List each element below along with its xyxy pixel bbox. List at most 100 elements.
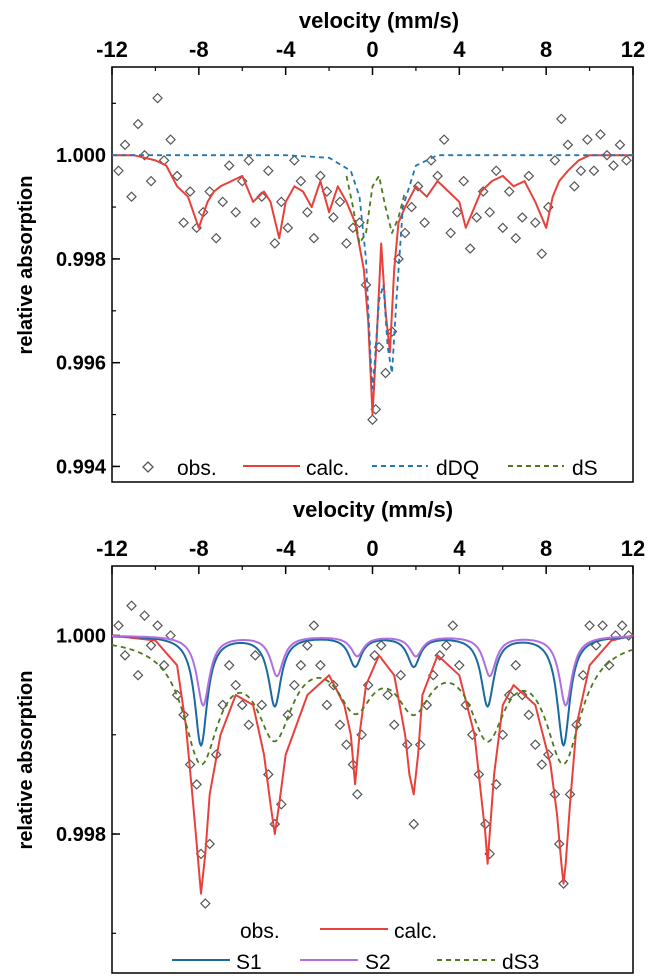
bot-obs-point bbox=[616, 620, 628, 631]
top-obs-point bbox=[126, 191, 137, 203]
top-obs-point bbox=[510, 232, 522, 244]
bot-obs-point bbox=[315, 659, 326, 671]
top-obs-point bbox=[171, 170, 183, 182]
top-obs-point bbox=[601, 149, 613, 161]
top-obs-point bbox=[289, 155, 300, 166]
bot-obs-point bbox=[171, 689, 183, 701]
top-obs-point bbox=[477, 186, 489, 197]
top-obs-point bbox=[282, 222, 294, 234]
bot-y-tick-label: 0.998 bbox=[56, 824, 106, 846]
bot-x-tick-label: 8 bbox=[540, 536, 552, 561]
top-obs-point bbox=[243, 155, 255, 166]
top-x-tick-label: 4 bbox=[453, 37, 466, 62]
bottom-legend: obs. calc. S1 S2 dS3 bbox=[172, 920, 539, 974]
top-obs-point bbox=[562, 139, 574, 151]
top-series-layer bbox=[112, 92, 633, 426]
bot-obs-point bbox=[414, 739, 426, 751]
bottom-ylabel: relative absorption bbox=[15, 671, 37, 850]
top-y-tick-label: 1.000 bbox=[56, 145, 106, 167]
bot-obs-point bbox=[577, 669, 589, 681]
top-obs-point bbox=[582, 134, 593, 145]
bot-obs-point bbox=[590, 640, 602, 651]
top-obs-point bbox=[308, 232, 320, 244]
bot-obs-point bbox=[434, 649, 446, 661]
top-obs-point bbox=[516, 212, 528, 223]
bot-obs-point bbox=[334, 719, 346, 731]
bot-obs-point bbox=[119, 649, 131, 661]
bot-obs-point bbox=[113, 620, 124, 631]
bot-obs-point bbox=[223, 659, 235, 671]
bot-obs-point bbox=[467, 729, 478, 741]
bot-obs-point bbox=[597, 620, 608, 631]
bot-obs-point bbox=[295, 659, 307, 671]
bot-obs-point bbox=[199, 898, 211, 909]
bot-x-tick-label: -8 bbox=[189, 536, 209, 561]
top-obs-point bbox=[412, 180, 424, 192]
top-x-tick-label: -12 bbox=[96, 37, 128, 62]
top-obs-point bbox=[386, 326, 398, 337]
top-obs-point bbox=[569, 180, 580, 192]
top-obs-point bbox=[471, 212, 483, 223]
top-obs-point bbox=[113, 165, 124, 177]
top-series-ds bbox=[345, 174, 406, 245]
top-obs-point bbox=[432, 170, 443, 182]
bot-obs-point bbox=[351, 788, 363, 800]
top-obs-point bbox=[549, 155, 561, 166]
top-panel: velocity (mm/s) -12 -8 -4 0 4 8 12 relative ab… bbox=[15, 8, 645, 483]
bot-obs-point bbox=[523, 709, 535, 721]
top-obs-point bbox=[341, 238, 352, 249]
bottom-tick-marks bbox=[111, 566, 634, 934]
top-obs-point bbox=[262, 165, 274, 177]
top-obs-point bbox=[178, 217, 189, 228]
bot-obs-point bbox=[584, 620, 595, 631]
top-obs-point bbox=[132, 118, 144, 130]
legend2-s1-label: S1 bbox=[236, 951, 262, 974]
bot-obs-point bbox=[328, 679, 339, 691]
top-obs-point bbox=[621, 155, 632, 166]
top-obs-point bbox=[217, 196, 229, 208]
bot-obs-point bbox=[230, 679, 242, 691]
top-obs-point bbox=[556, 113, 567, 125]
top-obs-point bbox=[249, 217, 261, 228]
bot-obs-point bbox=[516, 689, 528, 701]
bot-series-s2 bbox=[112, 635, 632, 707]
top-obs-point bbox=[399, 227, 411, 239]
top-obs-point bbox=[275, 196, 287, 208]
bot-series-ds3 bbox=[111, 644, 633, 766]
legend2-ds3-label: dS3 bbox=[502, 951, 539, 974]
bot-obs-point bbox=[243, 719, 255, 731]
top-obs-point bbox=[328, 212, 339, 223]
top-obs-point bbox=[152, 92, 163, 104]
bot-obs-point bbox=[440, 640, 452, 651]
bot-obs-point bbox=[375, 640, 387, 651]
top-series-ddq bbox=[112, 154, 633, 390]
bot-obs-point bbox=[178, 709, 189, 721]
bot-x-tick-label: -4 bbox=[276, 536, 296, 561]
bot-obs-point bbox=[356, 729, 367, 741]
top-obs-point bbox=[145, 175, 157, 187]
bot-obs-point bbox=[256, 699, 268, 711]
bot-obs-point bbox=[302, 640, 313, 651]
bot-obs-point bbox=[395, 669, 407, 681]
bot-obs-point bbox=[191, 779, 203, 790]
top-obs-point bbox=[451, 206, 463, 218]
bot-obs-point bbox=[262, 769, 274, 780]
top-legend: obs. calc. dDQ dS bbox=[142, 457, 598, 480]
top-y-tick-label: 0.996 bbox=[56, 353, 106, 375]
bot-obs-point bbox=[275, 798, 287, 810]
bot-y-tick-label: 1.000 bbox=[56, 625, 106, 647]
legend2-calc-label: calc. bbox=[394, 920, 437, 943]
bot-obs-point bbox=[408, 818, 420, 830]
top-obs-point bbox=[367, 414, 378, 426]
bot-x-tick-label: 0 bbox=[366, 536, 378, 561]
bot-obs-point bbox=[321, 699, 333, 711]
bot-obs-point bbox=[158, 659, 170, 671]
top-obs-point bbox=[445, 227, 456, 239]
top-obs-point bbox=[302, 206, 313, 218]
bot-series-calc bbox=[111, 634, 634, 895]
top-obs-point bbox=[119, 139, 131, 151]
top-obs-point bbox=[425, 155, 437, 166]
bot-obs-point bbox=[132, 669, 144, 681]
bottom-y-tick-labels: 0.998 1.000 bbox=[56, 625, 106, 846]
top-obs-point bbox=[438, 134, 450, 145]
